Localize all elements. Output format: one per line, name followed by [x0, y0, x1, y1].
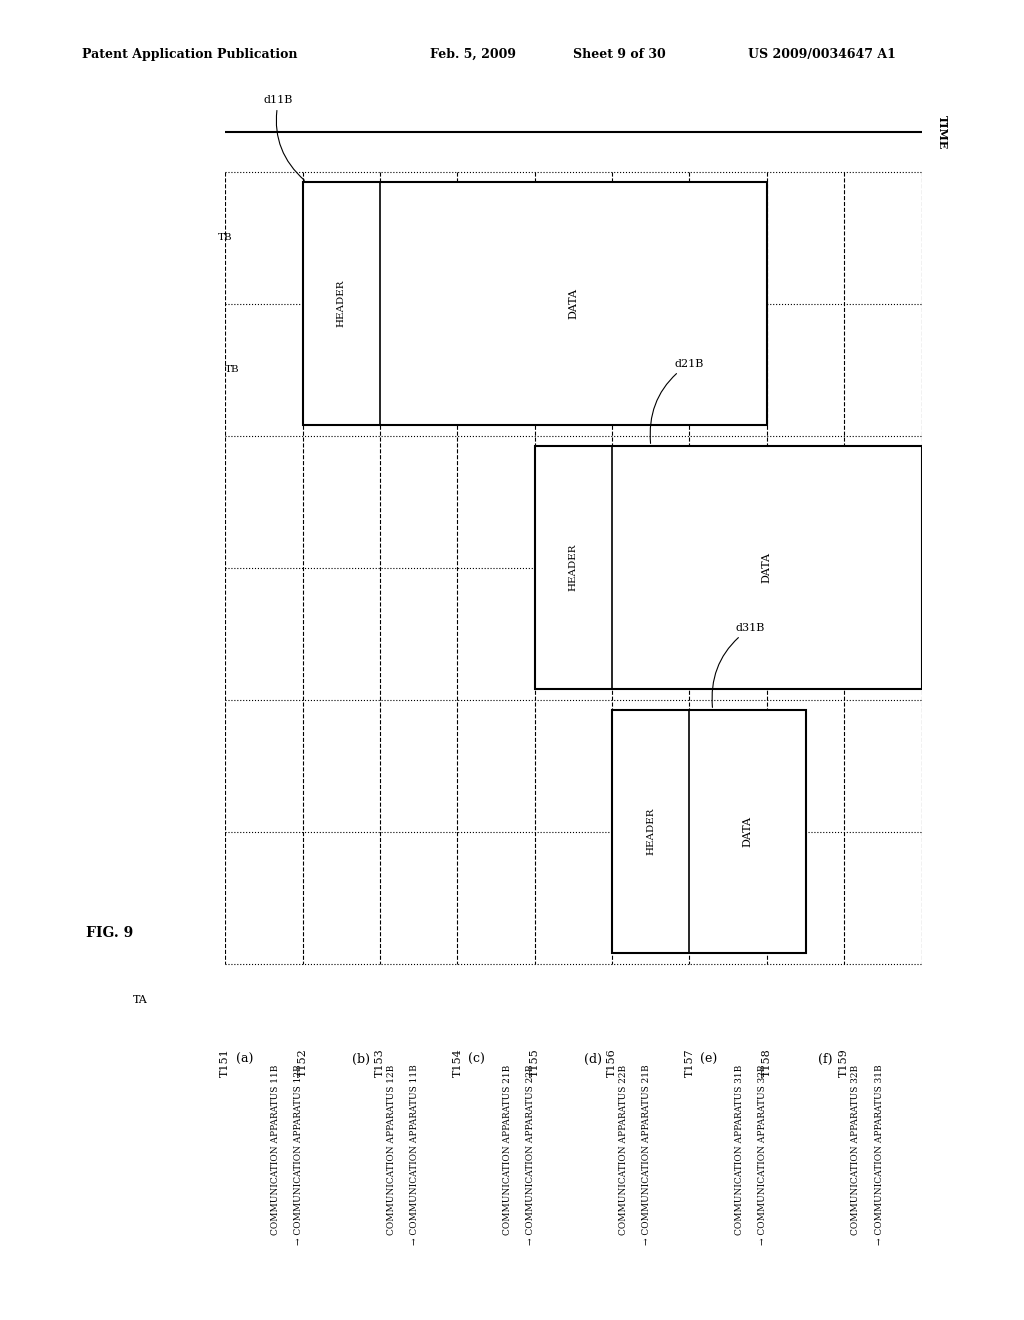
Text: Patent Application Publication: Patent Application Publication — [82, 48, 297, 61]
Text: TA: TA — [133, 995, 147, 1006]
Text: T152: T152 — [298, 1048, 307, 1077]
Text: → COMMUNICATION APPARATUS 22B: → COMMUNICATION APPARATUS 22B — [526, 1064, 536, 1245]
Text: → COMMUNICATION APPARATUS 31B: → COMMUNICATION APPARATUS 31B — [874, 1064, 884, 1245]
Text: T153: T153 — [375, 1048, 385, 1077]
Text: T158: T158 — [762, 1048, 772, 1077]
Text: T151: T151 — [220, 1048, 230, 1077]
Text: → COMMUNICATION APPARATUS 21B: → COMMUNICATION APPARATUS 21B — [642, 1064, 651, 1245]
Text: TB: TB — [225, 366, 240, 374]
Text: COMMUNICATION APPARATUS 22B: COMMUNICATION APPARATUS 22B — [620, 1064, 629, 1234]
Text: (d): (d) — [584, 1053, 602, 1065]
Bar — [535, 446, 922, 689]
Text: COMMUNICATION APPARATUS 11B: COMMUNICATION APPARATUS 11B — [271, 1064, 281, 1234]
Text: (e): (e) — [700, 1053, 718, 1065]
Text: → COMMUNICATION APPARATUS 12B: → COMMUNICATION APPARATUS 12B — [294, 1064, 303, 1245]
Text: COMMUNICATION APPARATUS 21B: COMMUNICATION APPARATUS 21B — [503, 1064, 512, 1234]
Text: Feb. 5, 2009: Feb. 5, 2009 — [430, 48, 516, 61]
Text: DATA: DATA — [762, 552, 772, 583]
Text: T157: T157 — [684, 1048, 694, 1077]
Text: (f): (f) — [817, 1053, 833, 1065]
Text: → COMMUNICATION APPARATUS 11B: → COMMUNICATION APPARATUS 11B — [411, 1064, 420, 1245]
Text: d11B: d11B — [264, 95, 304, 181]
Text: DATA: DATA — [568, 288, 579, 319]
Text: d21B: d21B — [650, 359, 703, 444]
Text: COMMUNICATION APPARATUS 12B: COMMUNICATION APPARATUS 12B — [387, 1064, 396, 1234]
Text: T155: T155 — [529, 1048, 540, 1077]
Text: (a): (a) — [236, 1053, 253, 1065]
Text: US 2009/0034647 A1: US 2009/0034647 A1 — [748, 48, 895, 61]
Text: T159: T159 — [840, 1048, 849, 1077]
Text: HEADER: HEADER — [646, 808, 655, 855]
Bar — [303, 182, 767, 425]
Text: (b): (b) — [351, 1053, 370, 1065]
Text: → COMMUNICATION APPARATUS 32B: → COMMUNICATION APPARATUS 32B — [759, 1064, 768, 1245]
Bar — [612, 710, 806, 953]
Text: Sheet 9 of 30: Sheet 9 of 30 — [573, 48, 667, 61]
Text: T156: T156 — [607, 1048, 617, 1077]
Text: T154: T154 — [453, 1048, 463, 1077]
Text: HEADER: HEADER — [569, 544, 578, 591]
Text: FIG. 9: FIG. 9 — [86, 927, 133, 940]
Text: DATA: DATA — [742, 816, 753, 847]
Text: (c): (c) — [468, 1053, 485, 1065]
Text: d31B: d31B — [712, 623, 765, 708]
Text: TB: TB — [217, 234, 232, 242]
Text: COMMUNICATION APPARATUS 31B: COMMUNICATION APPARATUS 31B — [735, 1064, 744, 1234]
Text: COMMUNICATION APPARATUS 32B: COMMUNICATION APPARATUS 32B — [851, 1064, 860, 1234]
Text: HEADER: HEADER — [337, 280, 346, 327]
Text: TIME: TIME — [937, 115, 948, 149]
